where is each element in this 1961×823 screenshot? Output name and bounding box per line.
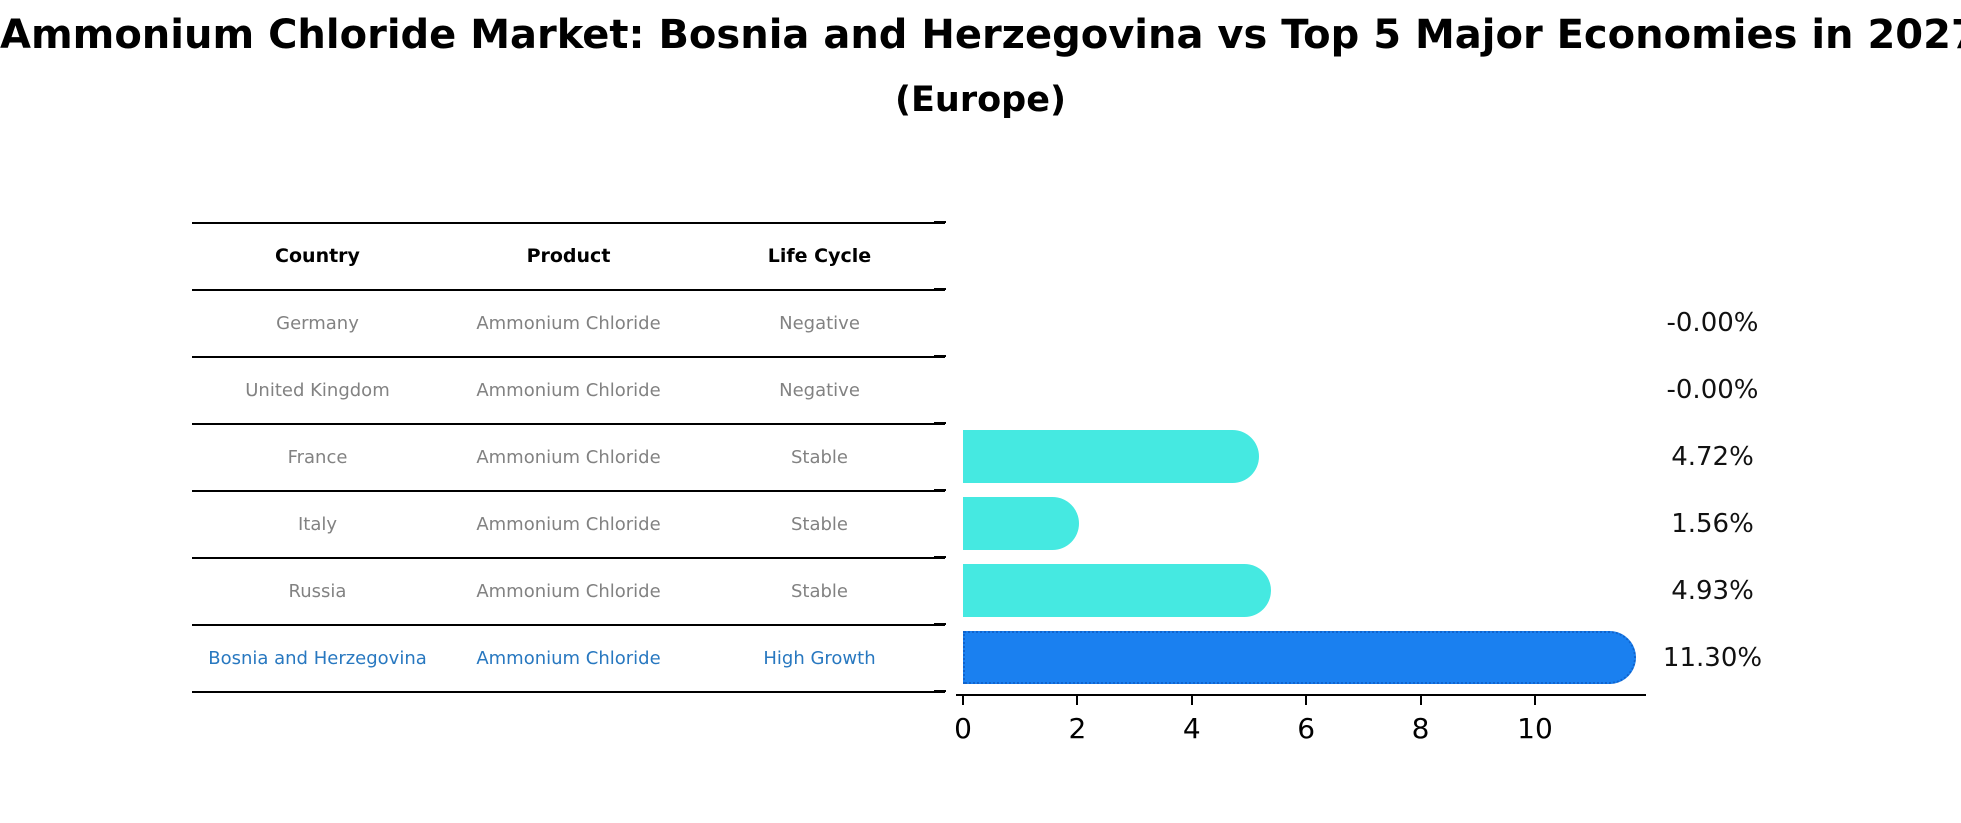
y-tick [934,221,946,223]
country-cell: Bosnia and Herzegovina [208,648,427,669]
table-header-row: Country Product Life Cycle [192,222,945,289]
x-tick-label: 6 [1297,712,1316,745]
x-axis [956,694,1646,696]
y-tick [934,690,946,692]
value-label-russia: 4.93% [1671,575,1754,606]
lifecycle-cell: Stable [790,447,848,468]
table-row-france: France Ammonium Chloride Stable [192,423,945,490]
lifecycle-cell: High Growth [763,648,876,669]
lifecycle-cell: Stable [790,514,848,535]
value-label-united-kingdom: -0.00% [1666,374,1759,405]
table-body: Germany Ammonium Chloride Negative United K… [192,289,945,691]
x-tick [1534,696,1536,705]
x-tick [1305,696,1308,705]
lifecycle-cell: Stable [790,581,848,602]
country-cell: Germany [276,313,359,334]
table-row-germany: Germany Ammonium Chloride Negative [192,289,945,356]
y-tick [934,556,946,558]
y-tick [934,489,946,491]
x-tick [1190,696,1193,705]
bar-italy [963,497,1079,550]
product-cell: Ammonium Chloride [476,447,661,468]
x-tick [1076,696,1079,705]
chart-title: Ammonium Chloride Market: Bosnia and Her… [0,12,1961,58]
value-label-bosnia-and-herzegovina: 11.30% [1662,642,1763,673]
table-row-italy: Italy Ammonium Chloride Stable [192,490,945,557]
x-tick-label: 2 [1068,712,1087,745]
table-row-united-kingdom: United Kingdom Ammonium Chloride Negative [192,356,945,423]
col-header-lifecycle: Life Cycle [767,245,872,267]
y-tick [934,355,946,357]
country-cell: Italy [297,514,338,535]
value-label-italy: 1.56% [1671,508,1754,539]
x-tick [962,696,964,705]
col-header-product: Product [526,245,611,267]
chart-subtitle: (Europe) [895,80,1066,120]
data-table: Country Product Life Cycle Germany Ammoni… [192,222,945,693]
bar-bosnia-and-herzegovina [963,631,1636,684]
country-cell: United Kingdom [245,380,390,401]
y-tick [934,288,946,290]
col-header-country: Country [275,245,360,267]
product-cell: Ammonium Chloride [476,581,661,602]
lifecycle-cell: Negative [779,313,860,334]
y-tick [934,623,946,625]
lifecycle-cell: Negative [779,380,860,401]
table-row-russia: Russia Ammonium Chloride Stable [192,557,945,624]
table-row-bosnia-and-herzegovina: Bosnia and Herzegovina Ammonium Chloride H… [192,624,945,691]
x-tick-label: 4 [1182,712,1201,745]
bar-russia [963,564,1272,617]
bar-france [963,430,1260,483]
x-tick-label: 0 [954,712,972,745]
value-label-france: 4.72% [1671,441,1754,472]
product-cell: Ammonium Chloride [476,380,661,401]
product-cell: Ammonium Chloride [476,648,661,669]
x-tick [1419,696,1422,705]
product-cell: Ammonium Chloride [476,313,661,334]
value-label-germany: -0.00% [1666,307,1759,338]
country-cell: Russia [288,581,347,602]
product-cell: Ammonium Chloride [476,514,661,535]
x-tick-label: 10 [1517,712,1553,745]
country-cell: France [287,447,348,468]
y-tick [934,422,946,424]
x-tick-label: 8 [1411,712,1430,745]
